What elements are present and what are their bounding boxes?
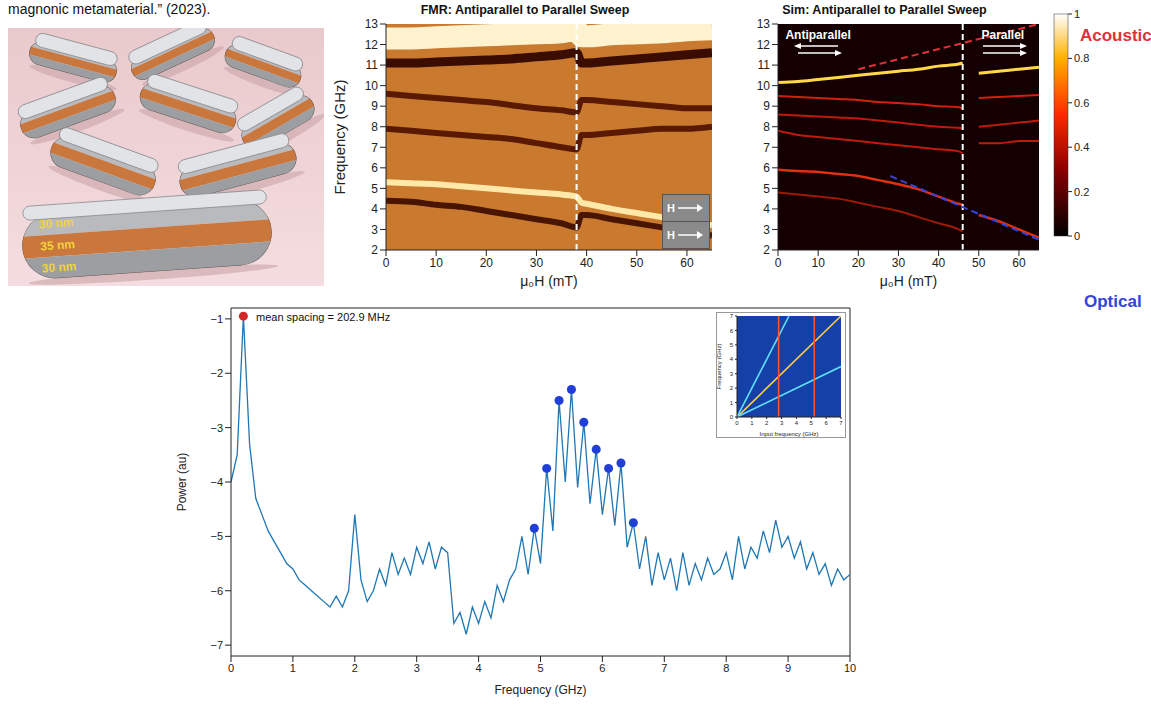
html-text:magnonic metamaterial.” (2023): magnonic metamaterial.” (2023). <box>8 1 211 17</box>
svg-text:−4: −4 <box>210 476 223 488</box>
svg-text:1: 1 <box>750 420 754 426</box>
svg-text:3: 3 <box>780 420 784 426</box>
svg-text:2: 2 <box>371 243 378 257</box>
svg-text:6: 6 <box>763 161 770 175</box>
svg-text:0: 0 <box>228 662 234 674</box>
svg-text:3: 3 <box>371 223 378 237</box>
svg-text:−3: −3 <box>210 422 223 434</box>
svg-text:30 nm: 30 nm <box>38 215 74 231</box>
svg-text:10: 10 <box>429 256 443 270</box>
svg-text:6: 6 <box>824 420 828 426</box>
svg-text:6: 6 <box>730 328 734 334</box>
html-text:Acoustic: Acoustic <box>1080 26 1151 45</box>
svg-text:0.4: 0.4 <box>1074 141 1089 153</box>
html-text:FMR: Antiparallel to Parallel: FMR: Antiparallel to Parallel Sweep <box>420 3 630 17</box>
svg-text:50: 50 <box>630 256 644 270</box>
svg-text:13: 13 <box>365 17 379 31</box>
svg-text:2: 2 <box>730 385 734 391</box>
svg-text:7: 7 <box>730 313 734 319</box>
svg-text:3: 3 <box>414 662 420 674</box>
svg-text:9: 9 <box>371 99 378 113</box>
svg-text:0.2: 0.2 <box>1074 186 1089 198</box>
svg-text:10: 10 <box>844 662 856 674</box>
svg-text:5: 5 <box>730 342 734 348</box>
svg-text:6: 6 <box>371 161 378 175</box>
svg-text:35 nm: 35 nm <box>40 237 76 253</box>
svg-text:0: 0 <box>735 420 739 426</box>
html-text:Optical: Optical <box>1084 292 1142 311</box>
html-text:H: H <box>667 229 675 241</box>
svg-text:7: 7 <box>839 420 843 426</box>
svg-text:9: 9 <box>785 662 791 674</box>
svg-text:5: 5 <box>763 182 770 196</box>
svg-text:Input frequency (GHz): Input frequency (GHz) <box>759 431 818 437</box>
svg-text:7: 7 <box>661 662 667 674</box>
svg-text:2: 2 <box>765 420 769 426</box>
svg-text:1: 1 <box>730 400 734 406</box>
svg-text:10: 10 <box>365 79 379 93</box>
svg-text:4: 4 <box>730 356 734 362</box>
svg-text:20: 20 <box>852 256 866 270</box>
svg-text:8: 8 <box>723 662 729 674</box>
svg-text:7: 7 <box>371 141 378 155</box>
svg-text:0: 0 <box>730 414 734 420</box>
svg-text:μ₀H (mT): μ₀H (mT) <box>520 273 577 289</box>
svg-text:2: 2 <box>352 662 358 674</box>
svg-text:13: 13 <box>757 17 771 31</box>
svg-text:0.6: 0.6 <box>1074 97 1089 109</box>
svg-text:0: 0 <box>1074 230 1080 242</box>
svg-text:0.8: 0.8 <box>1074 52 1089 64</box>
svg-text:12: 12 <box>365 38 379 52</box>
svg-text:Power (au): Power (au) <box>175 453 189 512</box>
svg-text:4: 4 <box>795 420 799 426</box>
svg-text:−5: −5 <box>210 530 223 542</box>
svg-text:5: 5 <box>537 662 543 674</box>
svg-text:60: 60 <box>1012 256 1026 270</box>
svg-text:8: 8 <box>763 120 770 134</box>
svg-text:30: 30 <box>530 256 544 270</box>
svg-text:11: 11 <box>758 58 771 72</box>
svg-text:30: 30 <box>892 256 906 270</box>
svg-text:6: 6 <box>599 662 605 674</box>
svg-text:0: 0 <box>775 256 782 270</box>
svg-text:12: 12 <box>757 38 771 52</box>
svg-text:Frequency (GHz): Frequency (GHz) <box>717 343 722 389</box>
svg-text:20: 20 <box>480 256 494 270</box>
html-text:Sim: Antiparallel to Parallel: Sim: Antiparallel to Parallel Sweep <box>782 3 987 17</box>
svg-text:Frequency (GHz): Frequency (GHz) <box>494 683 586 697</box>
svg-text:3: 3 <box>730 371 734 377</box>
html-text:mean spacing = 202.9 MHz: mean spacing = 202.9 MHz <box>256 311 391 323</box>
svg-text:1: 1 <box>1074 8 1080 20</box>
svg-text:9: 9 <box>763 99 770 113</box>
svg-text:10: 10 <box>757 79 771 93</box>
svg-text:μ₀H (mT): μ₀H (mT) <box>880 273 937 289</box>
html-text:Parallel: Parallel <box>981 28 1025 43</box>
svg-text:8: 8 <box>371 120 378 134</box>
svg-text:5: 5 <box>371 182 378 196</box>
svg-text:3: 3 <box>763 223 770 237</box>
svg-text:2: 2 <box>763 243 770 257</box>
svg-text:5: 5 <box>810 420 814 426</box>
html-text:H: H <box>667 202 675 214</box>
html-text:Antiparallel: Antiparallel <box>785 28 851 43</box>
svg-text:−1: −1 <box>210 313 223 325</box>
svg-text:1: 1 <box>290 662 296 674</box>
svg-text:4: 4 <box>371 202 378 216</box>
svg-text:11: 11 <box>366 58 379 72</box>
svg-text:4: 4 <box>763 202 770 216</box>
svg-text:Frequency (GHz): Frequency (GHz) <box>331 79 348 194</box>
svg-text:40: 40 <box>932 256 946 270</box>
svg-text:−6: −6 <box>210 585 223 597</box>
svg-text:−2: −2 <box>210 367 223 379</box>
svg-text:60: 60 <box>680 256 694 270</box>
svg-text:0: 0 <box>383 256 390 270</box>
svg-text:−7: −7 <box>210 639 223 651</box>
svg-text:40: 40 <box>580 256 594 270</box>
svg-text:10: 10 <box>811 256 825 270</box>
svg-text:50: 50 <box>972 256 986 270</box>
svg-text:7: 7 <box>763 141 770 155</box>
svg-text:4: 4 <box>476 662 482 674</box>
svg-text:30 nm: 30 nm <box>41 259 77 275</box>
